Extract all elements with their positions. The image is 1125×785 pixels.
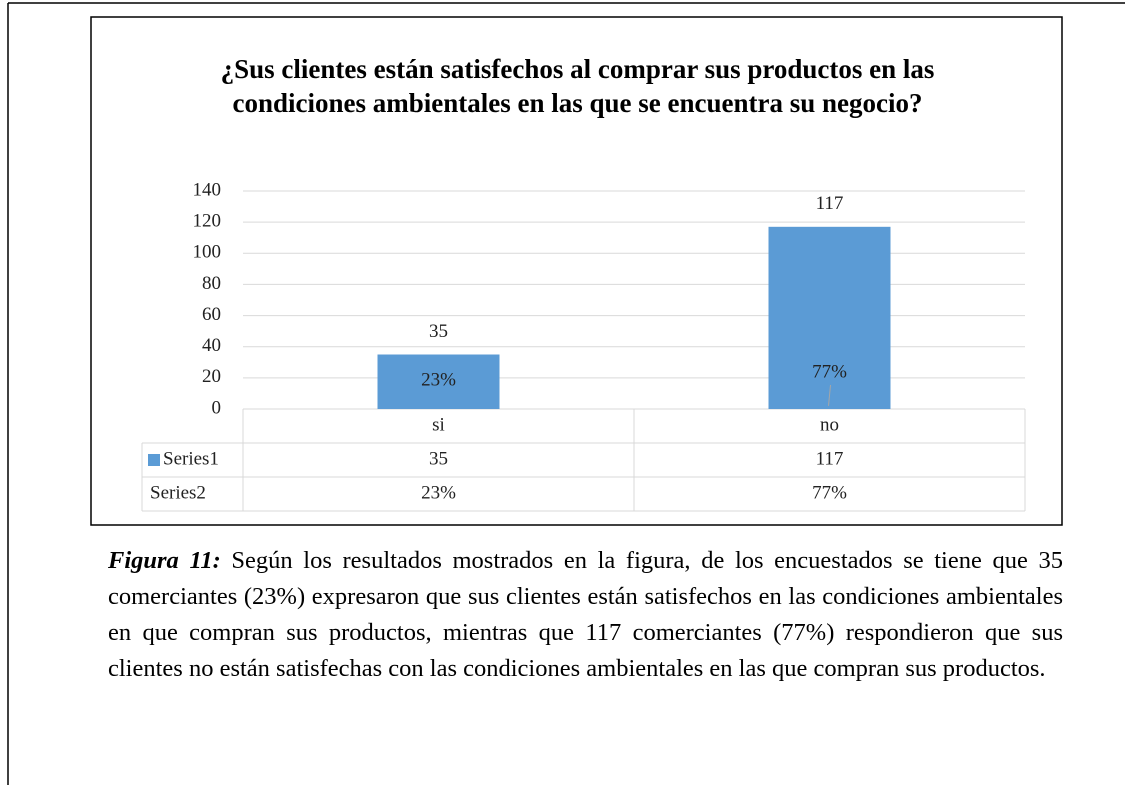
legend-key: [148, 454, 160, 466]
table-value: 23%: [421, 482, 456, 503]
y-tick-label: 120: [193, 211, 222, 232]
caption-label: Figura 11:: [108, 547, 221, 574]
y-tick-label: 40: [202, 335, 221, 356]
title-box: ¿Sus clientes están satisfechos al compr…: [220, 54, 935, 118]
y-tick-label: 0: [212, 397, 222, 418]
legend-label: Series1: [163, 448, 219, 469]
bar: [768, 226, 891, 409]
data-label: 77%: [812, 361, 847, 382]
table-value: 77%: [812, 482, 847, 503]
leader-line: [828, 384, 831, 406]
chart-title: ¿Sus clientes están satisfechos al compr…: [220, 54, 935, 118]
y-tick-label: 80: [202, 273, 221, 294]
x-tick-label: si: [432, 414, 445, 435]
table-value: 117: [816, 448, 844, 469]
data-label: 35: [429, 321, 448, 342]
y-tick-label: 140: [193, 179, 222, 200]
y-tick-label: 60: [202, 304, 221, 325]
y-tick-label: 20: [202, 366, 221, 387]
caption-text: Según los resultados mostrados en la fig…: [108, 547, 1064, 682]
chart-frame: [90, 16, 1063, 526]
table-value: 35: [429, 448, 448, 469]
caption: Figura 11: Según los resultados mostrado…: [108, 543, 1063, 687]
x-tick-label: no: [820, 414, 839, 435]
legend-label: Series2: [150, 482, 206, 503]
bar: [377, 354, 500, 409]
data-label: 23%: [421, 369, 456, 390]
y-tick-label: 100: [193, 242, 222, 263]
data-label: 117: [816, 193, 844, 214]
